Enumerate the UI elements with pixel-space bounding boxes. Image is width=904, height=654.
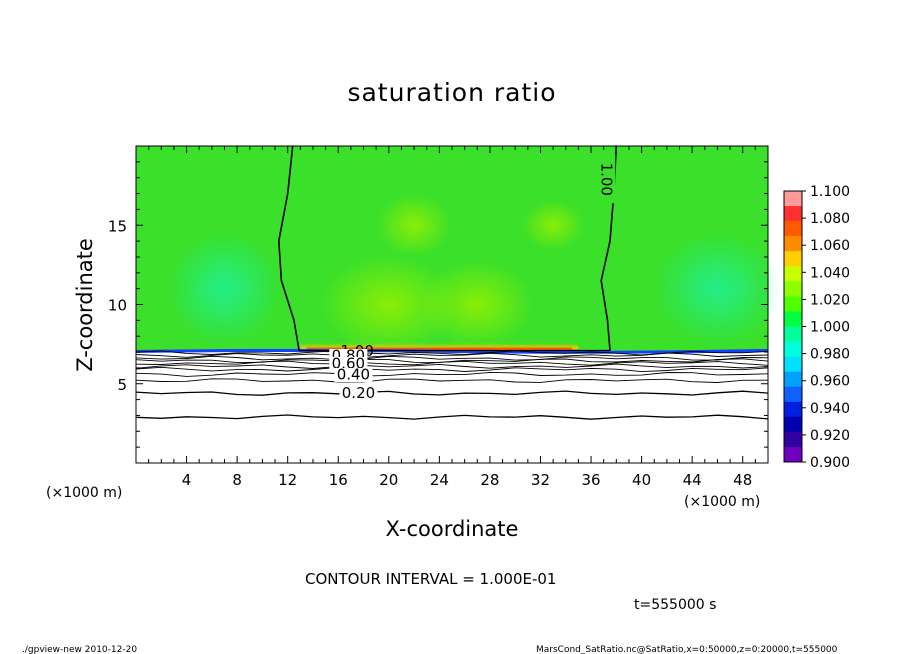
x-tick-label: 40 bbox=[632, 471, 651, 489]
x-tick-label: 28 bbox=[480, 471, 499, 489]
contour-low bbox=[135, 363, 769, 369]
footer-left: ./gpview-new 2010-12-20 bbox=[22, 645, 137, 654]
colorbar-swatch bbox=[784, 431, 802, 448]
colorbar-label: 1.080 bbox=[810, 211, 850, 227]
colorbar-swatch bbox=[784, 206, 802, 222]
contour-label: 0.20 bbox=[342, 384, 375, 402]
y-tick-label: 5 bbox=[117, 376, 127, 394]
contour-label-bg bbox=[334, 368, 373, 383]
color-blob bbox=[319, 253, 459, 356]
x-tick-label: 44 bbox=[683, 471, 702, 489]
x-tick-label: 36 bbox=[581, 471, 600, 489]
surface-blue-band bbox=[135, 348, 769, 354]
colorbar-label: 0.940 bbox=[810, 401, 850, 417]
colorbar-swatch bbox=[784, 281, 802, 297]
y-tick-label: 10 bbox=[108, 297, 127, 315]
plot-area: 1.001.000.800.600.400.20 481216202428323… bbox=[108, 145, 781, 489]
contour-label-bg bbox=[329, 356, 368, 371]
colorbar-label: 1.100 bbox=[810, 184, 850, 200]
x-tick-label: 8 bbox=[232, 471, 242, 489]
colorbar-label: 1.000 bbox=[810, 320, 850, 336]
colorbar: 1.100 1.080 1.060 1.040 1.020 1.000 0.980 0.960… bbox=[783, 184, 850, 471]
colorbar-swatch bbox=[784, 311, 802, 327]
colorbar-swatch bbox=[784, 296, 802, 312]
contour-low bbox=[135, 366, 769, 373]
contour-label: 0.60 bbox=[332, 354, 365, 372]
colorbar-swatch bbox=[784, 341, 802, 358]
x-axis-label: X-coordinate bbox=[386, 517, 519, 541]
contour-label: 0.40 bbox=[337, 366, 370, 384]
contour-low bbox=[135, 414, 769, 420]
x-tick-label: 48 bbox=[733, 471, 752, 489]
x-tick-label: 12 bbox=[278, 471, 297, 489]
color-blob bbox=[654, 231, 781, 346]
color-blob bbox=[167, 231, 282, 346]
colorbar-swatch bbox=[784, 221, 802, 237]
colorbar-swatch bbox=[784, 446, 802, 463]
colorbar-swatch bbox=[784, 356, 802, 373]
contour-label-bg bbox=[597, 155, 616, 204]
chart-title: saturation ratio bbox=[347, 78, 556, 107]
contour-low bbox=[135, 371, 769, 377]
colorbar-swatch bbox=[784, 251, 802, 267]
colorbar-label: 0.920 bbox=[810, 428, 850, 444]
contour-label: 1.00 bbox=[598, 163, 616, 196]
colorbar-swatch bbox=[784, 326, 802, 343]
color-blob bbox=[521, 199, 585, 251]
x-tick-label: 20 bbox=[379, 471, 398, 489]
colorbar-label: 0.960 bbox=[810, 374, 850, 390]
time-label: t=555000 s bbox=[634, 597, 716, 613]
colorbar-swatch bbox=[784, 386, 802, 403]
contour-low bbox=[135, 355, 769, 361]
x-tick-label: 4 bbox=[182, 471, 192, 489]
colorbar-label: 1.040 bbox=[810, 265, 850, 281]
colorbar-swatch bbox=[784, 371, 802, 388]
contour-1.00-left bbox=[277, 145, 300, 351]
colorbar-swatch bbox=[784, 236, 802, 252]
x-tick-label: 24 bbox=[430, 471, 449, 489]
contour-label-text: 0.40 bbox=[337, 366, 370, 384]
colorbar-swatch bbox=[784, 266, 802, 282]
colorbar-label: 1.060 bbox=[810, 238, 850, 254]
y-axis-label: Z-coordinate bbox=[73, 238, 97, 372]
colorbar-label: 0.900 bbox=[810, 455, 850, 471]
colorbar-swatch bbox=[784, 191, 802, 207]
contour-label-text: 0.60 bbox=[332, 354, 365, 372]
surface-orange-band bbox=[306, 347, 573, 351]
x-unit-right: (×1000 m) bbox=[684, 494, 760, 510]
contour-lines bbox=[135, 145, 769, 420]
contour-label-text: 0.20 bbox=[342, 384, 375, 402]
x-tick-label: 32 bbox=[531, 471, 550, 489]
contour-low bbox=[135, 360, 769, 366]
surface-glow bbox=[300, 342, 579, 351]
contour-interval-text: CONTOUR INTERVAL = 1.000E-01 bbox=[305, 570, 556, 588]
footer-right: MarsCond_SatRatio.nc@SatRatio,x=0:50000,… bbox=[536, 645, 838, 654]
colorbar-swatch bbox=[784, 401, 802, 418]
colorbar-label: 0.980 bbox=[810, 347, 850, 363]
x-tick-label: 16 bbox=[329, 471, 348, 489]
x-unit-left: (×1000 m) bbox=[46, 485, 122, 501]
contour-low bbox=[135, 390, 769, 396]
colorbar-swatch bbox=[784, 416, 802, 433]
color-variations bbox=[135, 193, 781, 356]
color-blob bbox=[420, 260, 535, 349]
contour-label-bg bbox=[339, 386, 378, 401]
color-blob bbox=[376, 193, 452, 257]
colorbar-label: 1.020 bbox=[810, 292, 850, 308]
contour-low bbox=[135, 352, 769, 358]
y-tick-label: 15 bbox=[108, 217, 127, 235]
contour-low bbox=[135, 378, 769, 383]
contour-label-text: 1.00 bbox=[598, 163, 616, 196]
contour-labels: 1.001.000.800.600.400.20 bbox=[329, 155, 616, 402]
